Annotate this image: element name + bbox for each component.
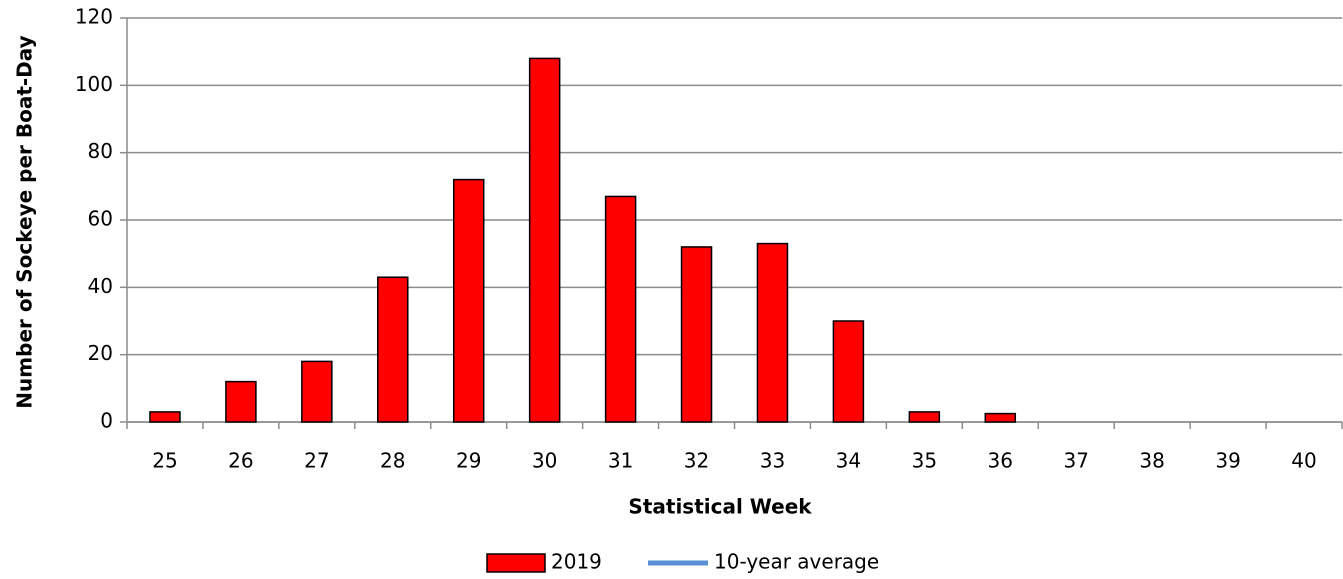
- x-tick-label: 39: [1215, 449, 1240, 473]
- bar: [984, 412, 1017, 423]
- y-axis-title: Number of Sockeye per Boat-Day: [13, 35, 37, 408]
- bar: [604, 195, 637, 423]
- x-tick-label: 31: [608, 449, 633, 473]
- bar: [756, 242, 789, 423]
- bar: [301, 360, 333, 423]
- x-tick-label: 37: [1063, 449, 1088, 473]
- y-tick-label: 40: [88, 274, 113, 298]
- y-tick-label: 120: [75, 5, 113, 29]
- y-tick-label: 0: [100, 409, 113, 433]
- y-tick-label: 20: [88, 341, 113, 365]
- bar: [680, 246, 713, 423]
- x-tick-label: 38: [1139, 449, 1164, 473]
- x-tick-label: 25: [152, 449, 177, 473]
- bar: [377, 276, 409, 423]
- x-tick-label: 33: [760, 449, 785, 473]
- bar: [528, 57, 561, 423]
- bar: [452, 178, 485, 423]
- bar: [908, 411, 941, 423]
- x-tick-label: 27: [304, 449, 329, 473]
- x-axis-title: Statistical Week: [628, 495, 812, 519]
- y-tick-label: 80: [88, 139, 113, 163]
- x-tick-label: 28: [380, 449, 405, 473]
- y-tick-label: 60: [88, 207, 113, 231]
- legend-label: 10-year average: [714, 550, 879, 574]
- x-tick-label: 35: [912, 449, 937, 473]
- x-tick-label: 26: [228, 449, 253, 473]
- legend-swatch: [486, 553, 546, 573]
- x-tick-label: 40: [1291, 449, 1316, 473]
- bar: [225, 380, 257, 423]
- legend-label: 2019: [551, 550, 602, 574]
- x-tick-label: 34: [836, 449, 861, 473]
- x-tick-label: 32: [684, 449, 709, 473]
- x-tick-label: 30: [532, 449, 557, 473]
- x-tick-label: 36: [988, 449, 1013, 473]
- y-tick-label: 100: [75, 72, 113, 96]
- x-tick-label: 29: [456, 449, 481, 473]
- bar: [149, 411, 181, 423]
- bar: [832, 320, 865, 423]
